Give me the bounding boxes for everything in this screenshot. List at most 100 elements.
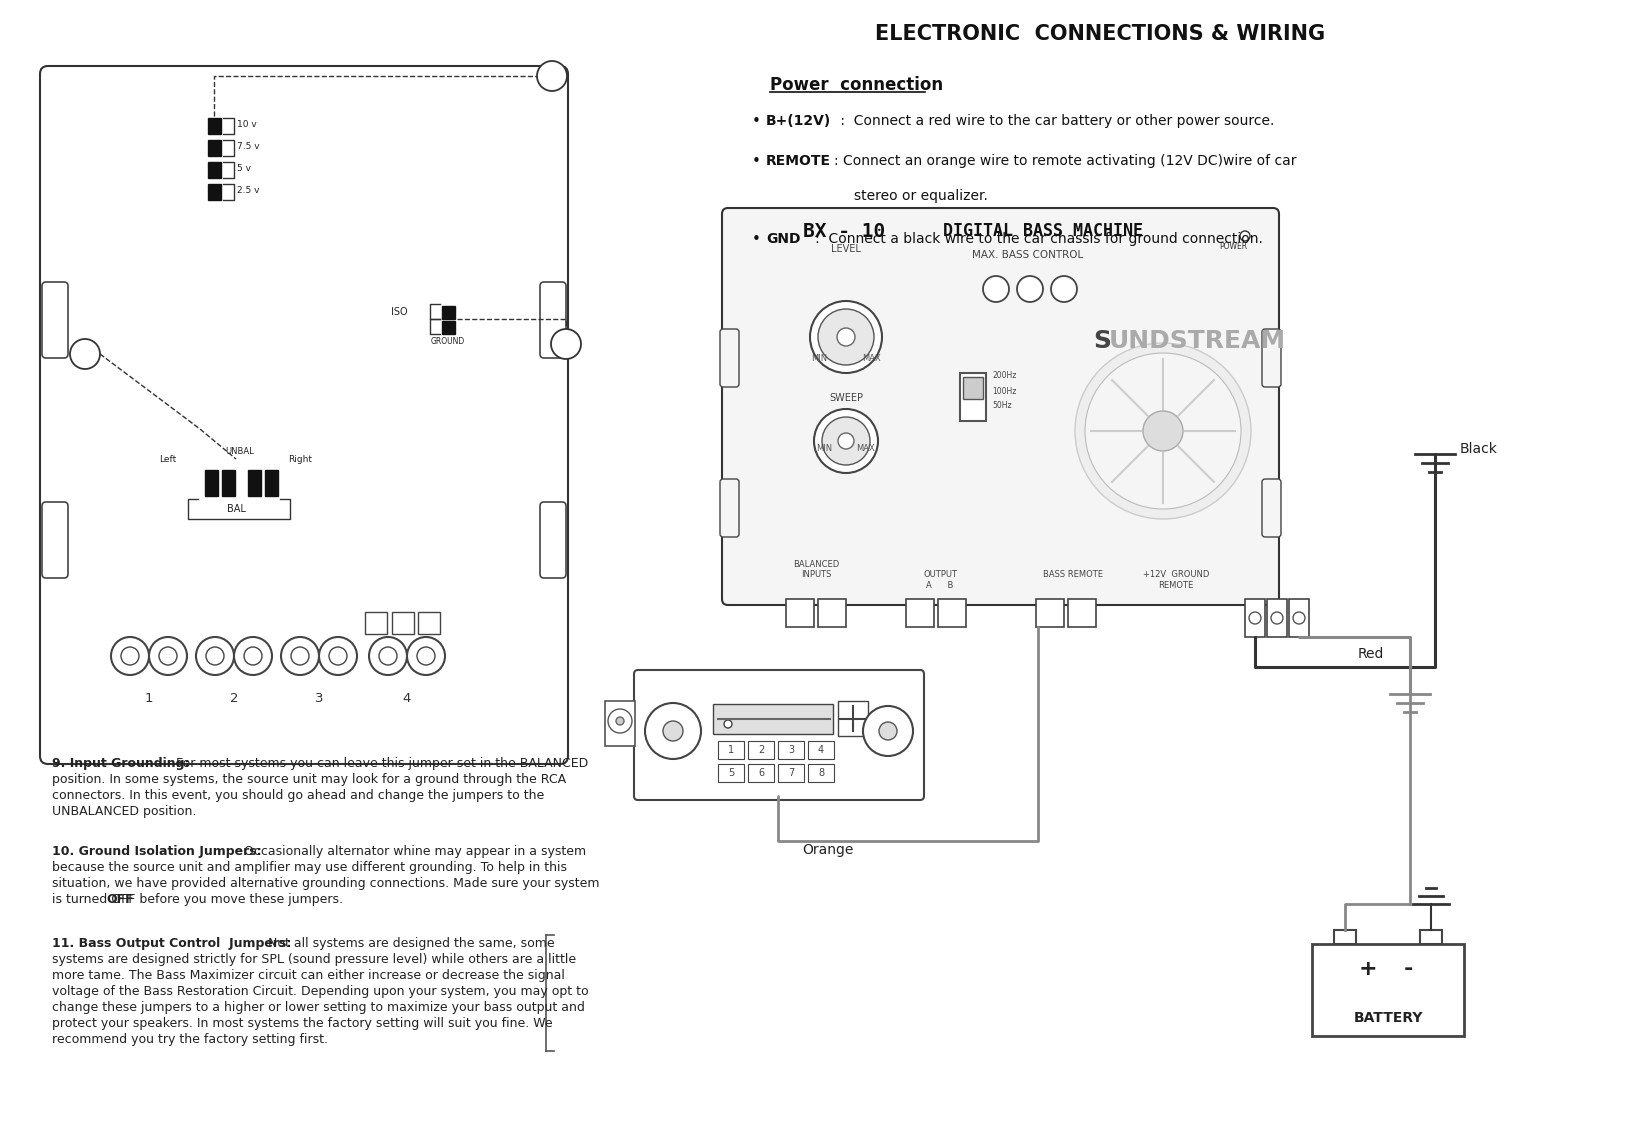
Circle shape bbox=[1085, 353, 1241, 509]
Bar bbox=[748, 764, 774, 782]
Text: For most systems you can leave this jumper set in the BALANCED: For most systems you can leave this jump… bbox=[173, 757, 589, 770]
Text: Power  connection: Power connection bbox=[769, 76, 944, 94]
Text: 8: 8 bbox=[819, 768, 824, 778]
Bar bbox=[442, 305, 455, 319]
Circle shape bbox=[319, 637, 357, 675]
Circle shape bbox=[810, 301, 881, 373]
Circle shape bbox=[71, 339, 100, 370]
Circle shape bbox=[243, 648, 261, 665]
Bar bbox=[1245, 599, 1264, 637]
Circle shape bbox=[644, 704, 700, 758]
Circle shape bbox=[122, 648, 140, 665]
Bar bbox=[838, 701, 868, 736]
Circle shape bbox=[408, 637, 446, 675]
Text: 9. Input Grounding:: 9. Input Grounding: bbox=[53, 757, 189, 770]
Bar bbox=[206, 470, 219, 496]
Circle shape bbox=[1143, 411, 1184, 451]
Text: POWER: POWER bbox=[1218, 243, 1248, 251]
Text: because the source unit and amplifier may use different grounding. To help in th: because the source unit and amplifier ma… bbox=[53, 861, 567, 874]
Circle shape bbox=[1292, 612, 1305, 623]
Circle shape bbox=[663, 721, 682, 741]
Text: 10: 10 bbox=[559, 337, 574, 350]
Circle shape bbox=[814, 410, 878, 472]
Circle shape bbox=[608, 709, 631, 733]
Text: -: - bbox=[1404, 959, 1412, 979]
Bar bbox=[1312, 944, 1465, 1036]
Text: :  Connect a red wire to the car battery or other power source.: : Connect a red wire to the car battery … bbox=[837, 114, 1274, 128]
Bar bbox=[939, 599, 967, 627]
Text: BAL: BAL bbox=[227, 505, 245, 514]
Text: +12V  GROUND: +12V GROUND bbox=[1143, 570, 1210, 579]
Text: BASS REMOTE: BASS REMOTE bbox=[1042, 570, 1103, 579]
Bar bbox=[1333, 930, 1356, 944]
Circle shape bbox=[380, 648, 396, 665]
FancyBboxPatch shape bbox=[1263, 329, 1281, 387]
Text: 11. Bass Output Control  Jumpers:: 11. Bass Output Control Jumpers: bbox=[53, 937, 291, 950]
Text: OUTPUT: OUTPUT bbox=[922, 570, 957, 579]
Text: 3: 3 bbox=[787, 745, 794, 755]
Bar bbox=[778, 764, 804, 782]
Text: is turned OFF before you move these jumpers.: is turned OFF before you move these jump… bbox=[53, 893, 344, 906]
FancyBboxPatch shape bbox=[43, 283, 67, 358]
Text: systems are designed strictly for SPL (sound pressure level) while others are a : systems are designed strictly for SPL (s… bbox=[53, 953, 575, 966]
Text: BX - 10: BX - 10 bbox=[802, 222, 884, 241]
Text: GND: GND bbox=[766, 232, 801, 246]
Bar bbox=[209, 184, 220, 200]
Bar bbox=[1069, 599, 1097, 627]
Circle shape bbox=[822, 418, 870, 464]
Text: Left: Left bbox=[159, 455, 176, 464]
Text: 10. Ground Isolation Jumpers:: 10. Ground Isolation Jumpers: bbox=[53, 845, 261, 858]
Text: 4: 4 bbox=[819, 745, 824, 755]
Bar bbox=[819, 599, 847, 627]
Bar bbox=[906, 599, 934, 627]
Circle shape bbox=[1271, 612, 1282, 623]
Text: •: • bbox=[751, 232, 761, 247]
Circle shape bbox=[837, 328, 855, 345]
Text: Occasionally alternator whine may appear in a system: Occasionally alternator whine may appear… bbox=[240, 845, 587, 858]
Bar bbox=[209, 140, 220, 156]
Text: UNBAL: UNBAL bbox=[225, 447, 255, 456]
Text: 2: 2 bbox=[758, 745, 764, 755]
Circle shape bbox=[551, 329, 580, 359]
Circle shape bbox=[281, 637, 319, 675]
Text: 100Hz: 100Hz bbox=[991, 387, 1016, 396]
Circle shape bbox=[723, 720, 732, 728]
Text: 10 v: 10 v bbox=[237, 120, 256, 129]
Text: UNDSTREAM: UNDSTREAM bbox=[1110, 329, 1286, 353]
Text: connectors. In this event, you should go ahead and change the jumpers to the: connectors. In this event, you should go… bbox=[53, 789, 544, 802]
Bar bbox=[418, 612, 441, 634]
Text: 4: 4 bbox=[403, 692, 411, 706]
Text: :  Connect a black wire to the car chassis for ground connection.: : Connect a black wire to the car chassi… bbox=[802, 232, 1263, 246]
Text: protect your speakers. In most systems the factory setting will suit you fine. W: protect your speakers. In most systems t… bbox=[53, 1017, 552, 1030]
Circle shape bbox=[1240, 231, 1249, 241]
Text: Orange: Orange bbox=[802, 843, 853, 857]
Text: BALANCED
INPUTS: BALANCED INPUTS bbox=[792, 559, 838, 579]
Bar bbox=[1420, 930, 1442, 944]
Bar bbox=[391, 612, 414, 634]
Bar bbox=[265, 470, 278, 496]
Circle shape bbox=[1018, 276, 1042, 302]
Text: MAX: MAX bbox=[861, 353, 881, 363]
Text: LEVEL: LEVEL bbox=[832, 244, 861, 254]
Bar bbox=[807, 741, 834, 758]
FancyBboxPatch shape bbox=[43, 502, 67, 578]
Text: 200Hz: 200Hz bbox=[991, 372, 1016, 381]
Text: +: + bbox=[1358, 959, 1378, 979]
Circle shape bbox=[880, 722, 898, 740]
Text: 2.5 v: 2.5 v bbox=[237, 186, 260, 194]
Bar bbox=[209, 118, 220, 134]
Circle shape bbox=[1249, 612, 1261, 623]
FancyBboxPatch shape bbox=[720, 479, 740, 537]
Text: REMOTE: REMOTE bbox=[1159, 581, 1194, 590]
Bar bbox=[248, 470, 261, 496]
Text: GROUND: GROUND bbox=[431, 337, 465, 345]
FancyBboxPatch shape bbox=[539, 502, 566, 578]
Circle shape bbox=[196, 637, 233, 675]
Circle shape bbox=[233, 637, 271, 675]
Circle shape bbox=[1051, 276, 1077, 302]
Circle shape bbox=[819, 309, 875, 365]
Text: DIGITAL BASS MACHINE: DIGITAL BASS MACHINE bbox=[944, 222, 1143, 240]
Text: BATTERY: BATTERY bbox=[1353, 1011, 1422, 1025]
Circle shape bbox=[418, 648, 436, 665]
FancyBboxPatch shape bbox=[722, 208, 1279, 605]
